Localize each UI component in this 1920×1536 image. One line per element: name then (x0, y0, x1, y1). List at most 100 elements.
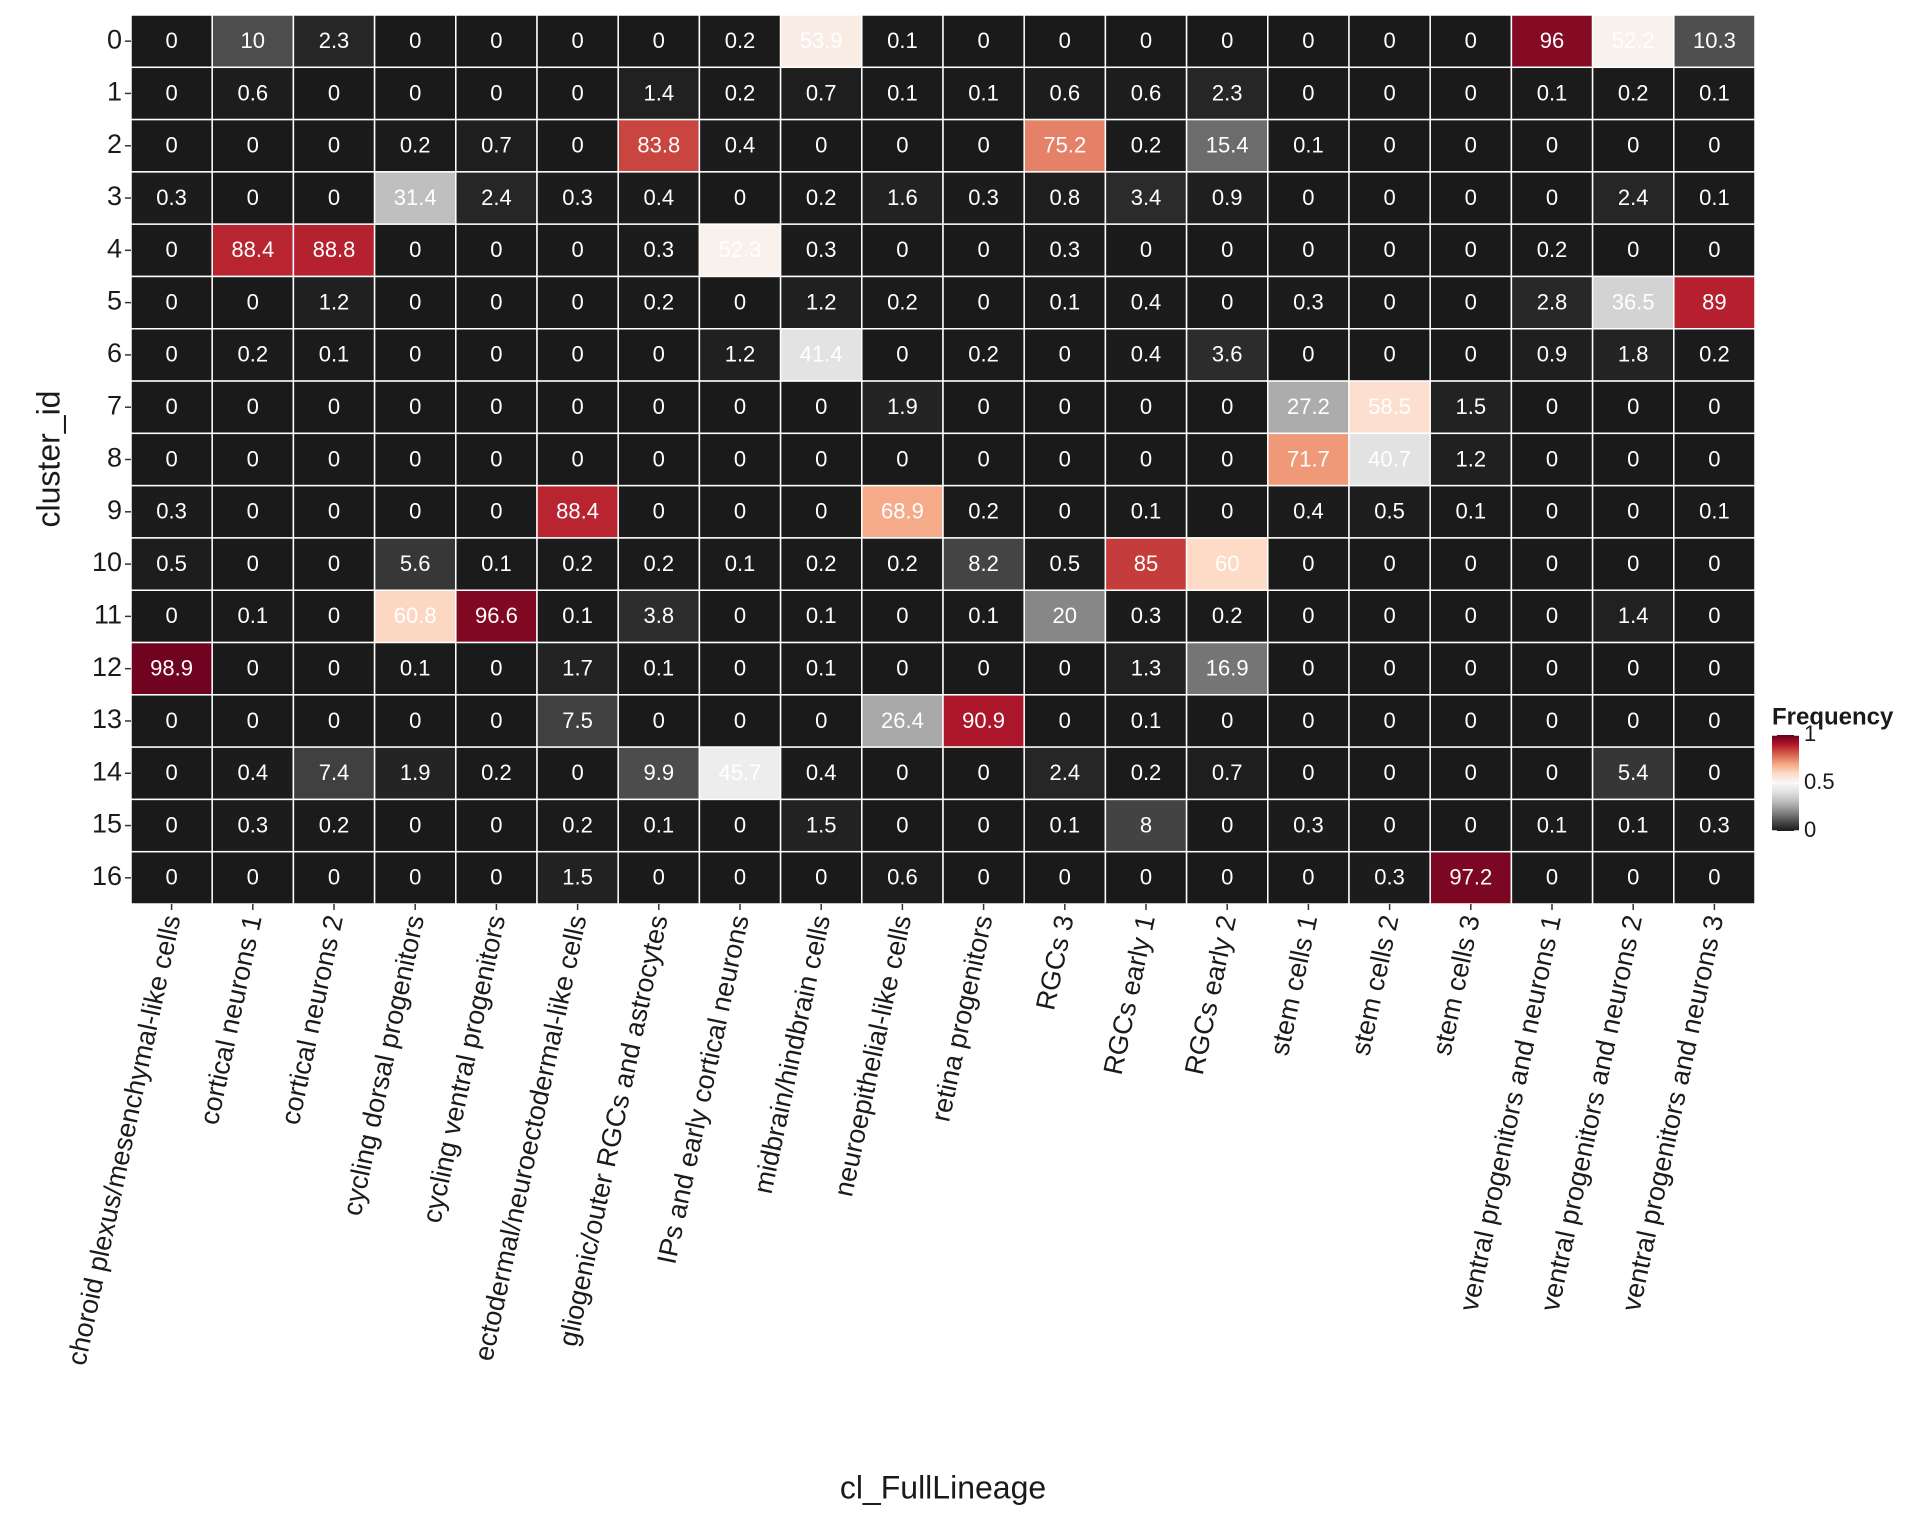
cell-label: 0 (409, 812, 421, 837)
heatmap-cell (617, 537, 701, 591)
heatmap-cell (1023, 328, 1107, 382)
cell-label: 60.8 (394, 603, 437, 628)
heatmap-cell (1673, 171, 1756, 225)
cell-label: 0 (1302, 760, 1314, 785)
heatmap-cell (211, 275, 295, 330)
heatmap-cell (1023, 380, 1107, 435)
cell-label: 1.2 (806, 289, 837, 314)
y-tick-label: 9 (107, 495, 122, 525)
cell-label: 0 (1465, 708, 1477, 733)
heatmap-cell (1591, 328, 1675, 382)
heatmap-cell (942, 746, 1025, 801)
heatmap-cell (1267, 171, 1350, 225)
y-tick-label: 5 (107, 286, 122, 316)
cell-label: 0 (1546, 133, 1558, 158)
cell-label: 0 (1465, 185, 1477, 210)
heatmap-cell (1510, 223, 1594, 278)
heatmap-cell (292, 118, 376, 173)
y-tick-label: 14 (92, 756, 122, 786)
heatmap-cell (373, 746, 457, 801)
colorbar-tick-label: 0.5 (1804, 769, 1835, 794)
cell-label: 0.2 (1131, 760, 1162, 785)
cell-label: 0 (571, 237, 583, 262)
cell-label: 68.9 (881, 499, 924, 524)
cell-label: 0 (1302, 185, 1314, 210)
heatmap-cell (1510, 432, 1594, 487)
cell-label: 0.1 (1537, 812, 1568, 837)
cell-label: 9.9 (644, 760, 675, 785)
heatmap-cell (1104, 171, 1188, 225)
heatmap-cell (455, 275, 538, 330)
cell-label: 0 (328, 708, 340, 733)
cell-label: 0 (1465, 812, 1477, 837)
heatmap-cell (1429, 380, 1513, 435)
heatmap-cell (130, 66, 213, 121)
cell-label: 0 (409, 342, 421, 367)
cell-label: 0 (896, 655, 908, 680)
cell-label: 1.4 (1618, 603, 1649, 628)
cell-label: 0.6 (1131, 80, 1162, 105)
cell-label: 0 (1383, 133, 1395, 158)
cell-label: 0.1 (1293, 133, 1324, 158)
cell-label: 0 (328, 603, 340, 628)
cell-label: 0 (1221, 289, 1233, 314)
cell-label: 2.4 (481, 185, 512, 210)
cell-label: 0 (1383, 603, 1395, 628)
heatmap-cell (1267, 484, 1350, 539)
heatmap-cell (130, 171, 213, 225)
cell-label: 0 (328, 446, 340, 471)
cell-label: 27.2 (1287, 394, 1330, 419)
cell-label: 0.1 (644, 655, 675, 680)
cell-label: 0 (1465, 289, 1477, 314)
heatmap-cell (211, 432, 295, 487)
cell-label: 0 (1221, 708, 1233, 733)
cell-label: 0.8 (1050, 185, 1081, 210)
cell-label: 85 (1134, 551, 1158, 576)
heatmap-cell (617, 380, 701, 435)
heatmap-cell (698, 380, 782, 435)
heatmap-cell (617, 328, 701, 382)
heatmap-cell (455, 589, 538, 644)
cell-label: 0.3 (156, 185, 187, 210)
heatmap-cell (942, 484, 1025, 539)
cell-label: 36.5 (1612, 289, 1655, 314)
heatmap-cell (779, 66, 863, 121)
cell-label: 0 (409, 499, 421, 524)
heatmap-cell (455, 746, 538, 801)
cell-label: 0.1 (481, 551, 512, 576)
cell-label: 0 (247, 655, 259, 680)
cell-label: 0 (1465, 133, 1477, 158)
heatmap-cell (1185, 850, 1269, 905)
cell-label: 0 (815, 133, 827, 158)
heatmap-cell (698, 275, 782, 330)
cell-label: 0 (1708, 603, 1720, 628)
cell-label: 0 (653, 865, 665, 890)
heatmap-cell (130, 694, 213, 748)
x-tick-label: cycling dorsal progenitors (337, 912, 430, 1218)
cell-label: 0 (490, 655, 502, 680)
cell-label: 0.4 (644, 185, 675, 210)
cell-label: 0.2 (644, 551, 675, 576)
y-tick-label: 11 (94, 600, 122, 630)
heatmap-cell (1429, 484, 1513, 539)
heatmap-cell (1429, 589, 1513, 644)
cell-label: 0 (734, 865, 746, 890)
heatmap-cell (1348, 171, 1431, 225)
heatmap-cell (698, 118, 782, 173)
cell-label: 0.2 (1212, 603, 1243, 628)
cell-label: 0 (247, 499, 259, 524)
cell-label: 0.1 (1537, 80, 1568, 105)
cell-label: 71.7 (1287, 446, 1330, 471)
heatmap-cell (1267, 380, 1350, 435)
cell-label: 5.6 (400, 551, 431, 576)
cell-label: 0.3 (238, 812, 269, 837)
heatmap-cell (1348, 746, 1431, 801)
heatmap-cell (1673, 746, 1756, 801)
cell-label: 0 (247, 446, 259, 471)
cell-label: 53.9 (800, 28, 843, 53)
heatmap-cell (130, 328, 213, 382)
cell-label: 0 (1302, 655, 1314, 680)
cell-label: 0 (1140, 394, 1152, 419)
heatmap-cell (455, 380, 538, 435)
cell-label: 1.9 (400, 760, 431, 785)
